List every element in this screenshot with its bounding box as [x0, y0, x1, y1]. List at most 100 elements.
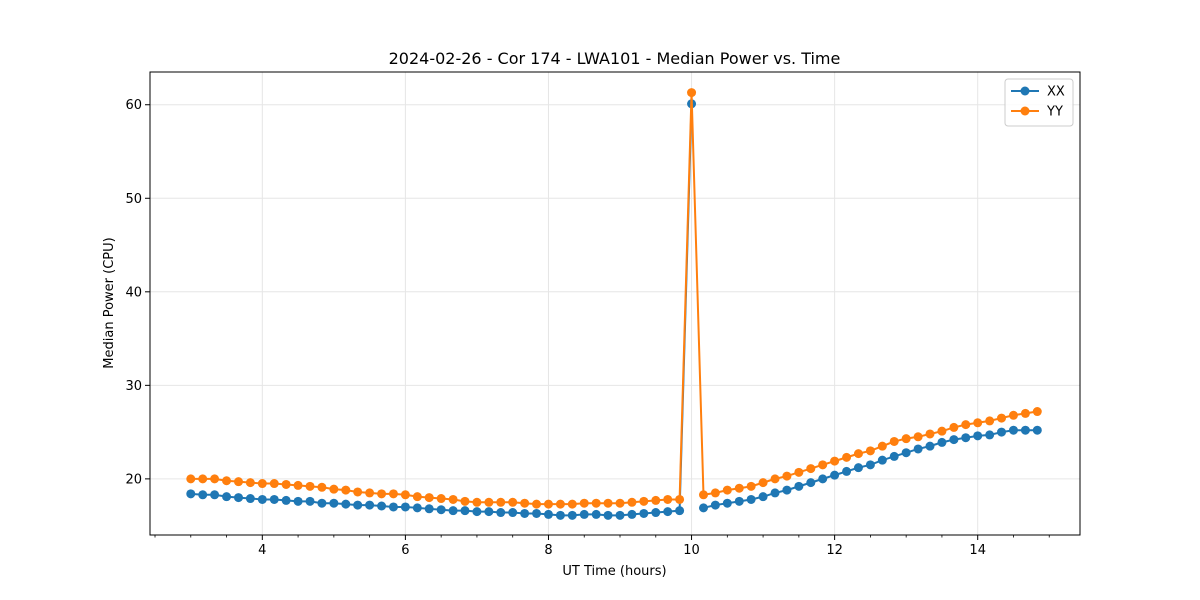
- data-point: [806, 464, 816, 474]
- data-point: [555, 499, 565, 509]
- data-point: [770, 474, 780, 484]
- data-point: [341, 485, 351, 495]
- data-point: [329, 484, 339, 494]
- data-point: [877, 455, 887, 465]
- data-point: [484, 507, 494, 517]
- y-tick-label: 20: [125, 472, 142, 487]
- data-point: [353, 487, 363, 497]
- data-point: [269, 494, 279, 504]
- data-point: [818, 460, 828, 470]
- ticks: 4 6 8 10 12 14 20 30 40 50 60: [125, 98, 1050, 558]
- data-point: [472, 507, 482, 517]
- data-point: [365, 500, 375, 510]
- data-point: [985, 416, 995, 426]
- grid: [150, 72, 1080, 535]
- legend-item-xx: XX: [1011, 85, 1065, 100]
- data-point: [973, 431, 983, 441]
- data-point: [543, 509, 553, 519]
- data-point: [448, 506, 458, 516]
- data-point: [532, 508, 542, 518]
- data-point: [663, 507, 673, 517]
- data-point: [865, 460, 875, 470]
- data-point: [603, 498, 613, 508]
- data-point: [997, 427, 1007, 437]
- data-point: [651, 495, 661, 505]
- data-point: [734, 483, 744, 493]
- data-point: [377, 489, 387, 499]
- y-tick-label: 40: [125, 285, 142, 300]
- x-tick-label: 10: [683, 543, 700, 558]
- chart-title: 2024-02-26 - Cor 174 - LWA101 - Median P…: [389, 49, 841, 68]
- data-point: [233, 477, 243, 487]
- data-point: [198, 474, 208, 484]
- data-point: [210, 490, 220, 500]
- data-point: [543, 499, 553, 509]
- x-axis-label: UT Time (hours): [562, 564, 666, 579]
- legend-marker: [1020, 86, 1030, 96]
- data-point: [305, 496, 315, 506]
- y-axis-label: Median Power (CPU): [102, 237, 117, 368]
- data-point: [245, 478, 255, 488]
- data-point: [830, 456, 840, 466]
- data-point: [460, 506, 470, 516]
- data-point: [520, 508, 530, 518]
- data-point: [293, 496, 303, 506]
- data-point: [603, 510, 613, 520]
- data-point: [794, 481, 804, 491]
- data-point: [1008, 425, 1018, 435]
- y-tick-label: 60: [125, 98, 142, 113]
- legend: XX YY: [1004, 78, 1074, 127]
- data-point: [388, 502, 398, 512]
- data-point: [758, 492, 768, 502]
- data-point: [877, 441, 887, 451]
- data-point: [770, 488, 780, 498]
- data-point: [937, 426, 947, 436]
- data-point: [377, 501, 387, 511]
- data-point: [615, 498, 625, 508]
- legend-label: XX: [1047, 85, 1065, 100]
- data-point: [257, 494, 267, 504]
- data-point: [1032, 425, 1042, 435]
- data-point: [782, 485, 792, 495]
- data-point: [842, 452, 852, 462]
- data-point: [186, 489, 196, 499]
- data-point: [698, 490, 708, 500]
- data-point: [675, 506, 685, 516]
- data-point: [365, 488, 375, 498]
- y-tick-label: 50: [125, 192, 142, 207]
- series-xx: [186, 99, 1042, 520]
- data-point: [710, 488, 720, 498]
- data-point: [758, 478, 768, 488]
- data-point: [746, 481, 756, 491]
- data-point: [627, 497, 637, 507]
- data-point: [591, 498, 601, 508]
- x-tick-label: 8: [544, 543, 552, 558]
- data-point: [436, 505, 446, 515]
- data-point: [245, 494, 255, 504]
- data-point: [496, 508, 506, 518]
- data-point: [734, 496, 744, 506]
- data-point: [222, 492, 232, 502]
- data-point: [627, 509, 637, 519]
- data-point: [651, 508, 661, 518]
- data-point: [436, 494, 446, 504]
- data-point: [853, 449, 863, 459]
- data-point: [472, 497, 482, 507]
- data-point: [722, 498, 732, 508]
- data-point: [889, 451, 899, 461]
- data-point: [412, 503, 422, 513]
- data-point: [317, 482, 327, 492]
- data-point: [567, 499, 577, 509]
- data-point: [913, 444, 923, 454]
- data-point: [961, 433, 971, 443]
- x-tick-label: 14: [969, 543, 986, 558]
- data-point: [532, 499, 542, 509]
- data-point: [496, 497, 506, 507]
- data-point: [198, 490, 208, 500]
- data-point: [687, 88, 697, 98]
- data-point: [830, 470, 840, 480]
- data-point: [782, 471, 792, 481]
- data-point: [210, 474, 220, 484]
- data-point: [281, 479, 291, 489]
